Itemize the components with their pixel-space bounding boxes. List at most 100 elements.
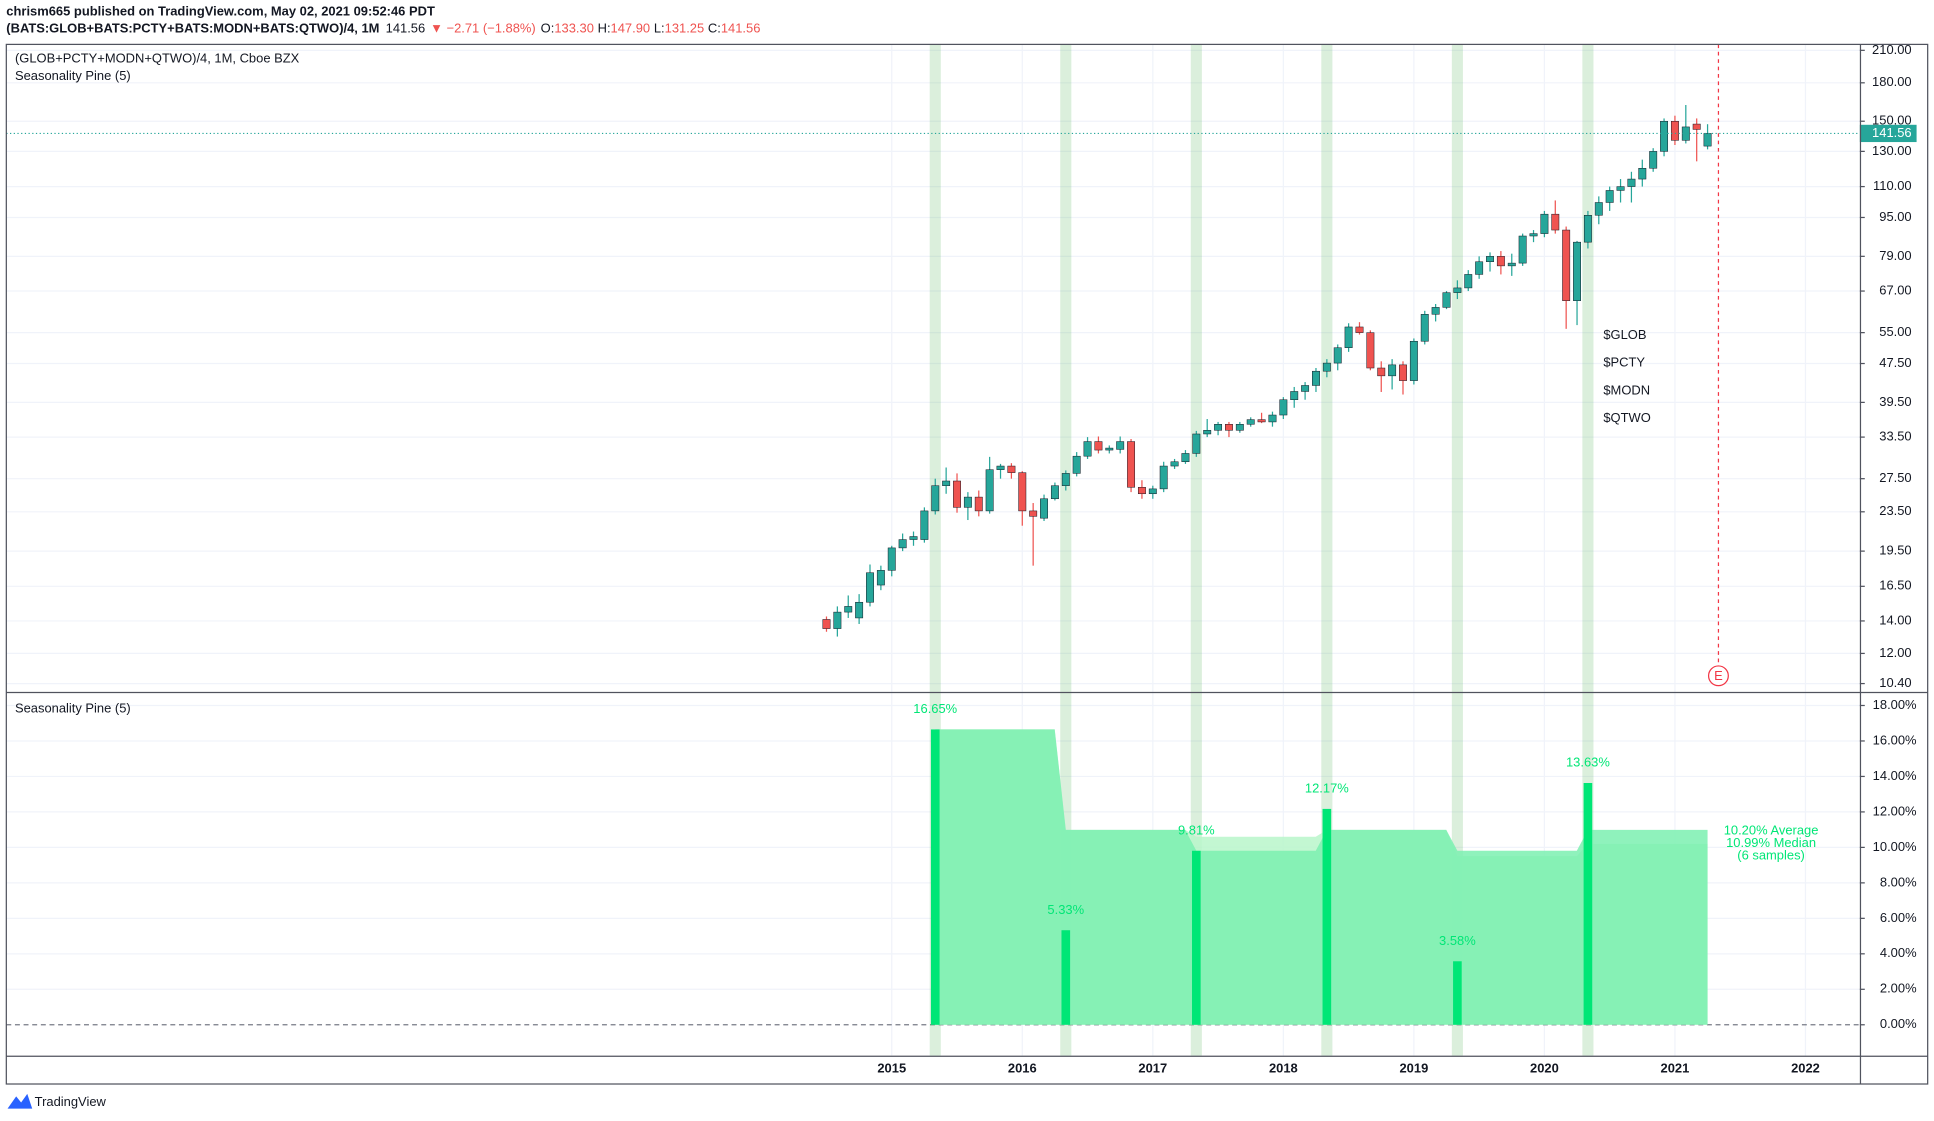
logo-icon: [7, 1093, 33, 1109]
candle-body: [1333, 347, 1342, 364]
candle-body: [1290, 391, 1299, 400]
candle-body: [1453, 287, 1462, 293]
candle-body: [1007, 465, 1016, 473]
step-area: [935, 729, 1708, 1025]
y-tick-label: 12.00%: [1873, 803, 1917, 818]
candle-body: [1616, 186, 1625, 191]
last-price-tag: [1859, 124, 1917, 143]
candle-body: [1159, 465, 1168, 490]
summary-label: 10.99% Median: [1726, 835, 1816, 850]
candle-body: [887, 547, 896, 571]
bar: [1583, 783, 1593, 1025]
value-label: 12.17%: [1305, 781, 1349, 796]
candle-body: [1366, 332, 1375, 369]
y-tick-label: 2.00%: [1880, 981, 1917, 996]
season-band: [929, 44, 941, 1056]
ohlc-value: 133.30: [554, 21, 594, 36]
event-label: E: [1714, 668, 1723, 683]
y-tick-label: 16.00%: [1873, 732, 1917, 747]
candle-body: [1540, 213, 1549, 234]
bar: [1192, 850, 1201, 1025]
y-tick-label: 27.50: [1879, 470, 1911, 485]
candle-body: [1061, 473, 1070, 486]
candle-body: [1507, 262, 1516, 267]
frame: [5, 43, 1929, 1085]
candle-body: [855, 601, 864, 619]
ohlc-key: L:: [654, 21, 665, 36]
candle-body: [1225, 424, 1233, 431]
candle-body: [1562, 229, 1571, 301]
candle-body: [1344, 326, 1353, 348]
candle-body: [1377, 367, 1386, 377]
symbol: (BATS:GLOB+BATS:PCTY+BATS:MODN+BATS:QTWO…: [6, 21, 379, 36]
season-band: [1451, 44, 1463, 1056]
byline-text: chrism665 published on TradingView.com, …: [6, 4, 435, 19]
candle-body: [1409, 340, 1418, 381]
candle-body: [1670, 120, 1679, 141]
candle-body: [1257, 419, 1266, 423]
candle-body: [1660, 120, 1669, 152]
candle-body: [898, 539, 907, 549]
candle-body: [1203, 430, 1212, 435]
ohlc-value: 147.90: [611, 21, 651, 36]
y-tick-label: 67.00: [1879, 282, 1911, 297]
candle-body: [1148, 488, 1157, 495]
candle-body: [1170, 461, 1179, 467]
y-tick-label: 6.00%: [1880, 910, 1917, 925]
candle-body: [1475, 261, 1484, 275]
candle-body: [1420, 314, 1429, 342]
y-tick-label: 12.00: [1879, 645, 1911, 660]
candle-body: [1703, 133, 1712, 147]
plot-layer: 2015 2016 2017 2018 2019 2020 2021 2022 210.00 18…: [6, 42, 1917, 1076]
x-tick-label: 2015: [877, 1061, 906, 1076]
y-tick-label: 14.00: [1879, 612, 1911, 627]
season-band: [1321, 44, 1333, 1056]
candle-body: [1583, 215, 1592, 243]
byline: chrism665 published on TradingView.com, …: [6, 4, 435, 19]
ohlc-value: 141.56: [721, 21, 761, 36]
value-label: 13.63%: [1566, 755, 1610, 770]
candle-body: [963, 496, 972, 508]
y-tick-label: 33.50: [1879, 429, 1911, 444]
y-tick-label: 150.00: [1872, 113, 1912, 128]
symbol-line: (BATS:GLOB+BATS:PCTY+BATS:MODN+BATS:QTWO…: [6, 21, 760, 36]
x-tick-label: 2016: [1008, 1061, 1037, 1076]
candle-body: [1692, 123, 1701, 130]
change: ▼ −2.71 (−1.88%): [430, 21, 536, 36]
candle-body: [1638, 168, 1647, 180]
candle-body: [1573, 241, 1581, 301]
event-marker: [1707, 665, 1729, 687]
season-band: [1582, 44, 1594, 1056]
candle-body: [1464, 274, 1473, 289]
candle-body: [1627, 178, 1636, 187]
y-tick-label: 130.00: [1872, 143, 1912, 158]
season-band: [1190, 44, 1202, 1056]
value-label: 9.81%: [1178, 822, 1215, 837]
candle-body: [1246, 419, 1255, 425]
footer-logo: TradingView: [7, 1093, 107, 1109]
x-tick-label: 2019: [1399, 1061, 1428, 1076]
candle-body: [1137, 487, 1146, 495]
bar: [1322, 808, 1332, 1025]
candle-body: [1192, 433, 1201, 454]
candle-body: [866, 572, 874, 603]
candle-body: [1431, 307, 1440, 315]
candle-body: [942, 480, 951, 486]
candle-body: [1388, 364, 1397, 377]
pane-title: Seasonality Pine (5): [15, 701, 131, 716]
candle-body: [996, 465, 1005, 470]
pane-subtitle: Seasonality Pine (5): [15, 68, 131, 83]
candle-body: [876, 570, 885, 586]
y-tick-label: 23.50: [1879, 503, 1911, 518]
candle-body: [1116, 441, 1125, 450]
y-tick-label: 8.00%: [1880, 874, 1917, 889]
candle-body: [1529, 233, 1538, 237]
candle-body: [1551, 213, 1560, 231]
x-tick-label: 2020: [1530, 1061, 1559, 1076]
candle-body: [1486, 256, 1494, 262]
y-tick-label: 79.00: [1879, 248, 1911, 263]
last-price: 141.56: [386, 21, 426, 36]
candle-body: [1214, 424, 1223, 431]
ohlc-value: 131.25: [665, 21, 705, 36]
candle-body: [844, 606, 853, 613]
